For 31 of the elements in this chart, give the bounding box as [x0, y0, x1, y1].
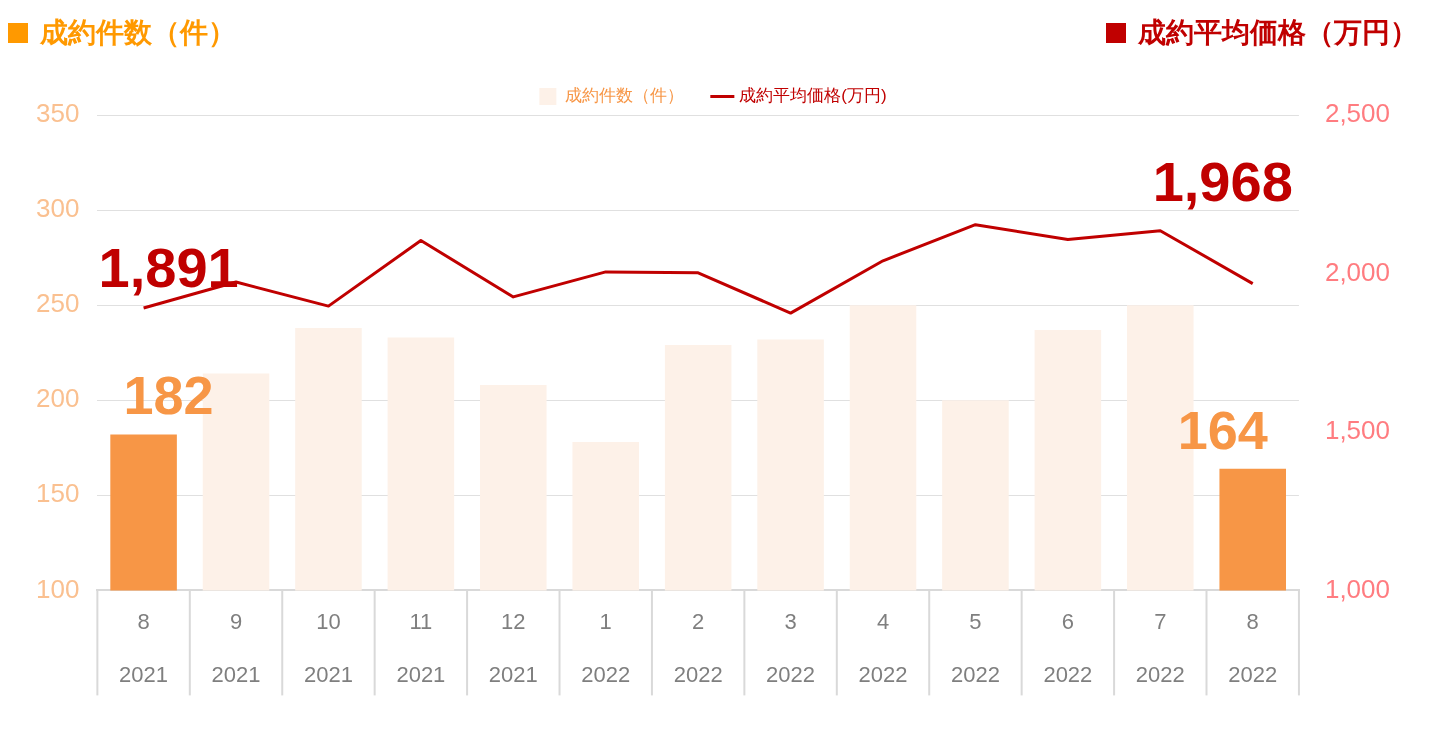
y2-tick-label: 2,000: [1324, 256, 1391, 287]
y-tick-label: 250: [35, 288, 80, 319]
category-label: 9 2021: [211, 608, 261, 687]
y-tick-label: 350: [35, 98, 80, 129]
y-tick-label: 150: [35, 478, 80, 509]
y-tick-label: 300: [35, 193, 80, 224]
category-label: 7 2022: [1135, 608, 1185, 687]
legend-label: 成約平均価格(万円): [739, 86, 887, 106]
y2-tick-label: 1,000: [1324, 573, 1391, 604]
category-label: 6 2022: [1043, 608, 1093, 687]
legend-label: 成約件数（件）: [564, 86, 684, 106]
y2-tick-label: 2,500: [1324, 98, 1391, 129]
y-tick-label: 100: [35, 573, 80, 604]
category-label: 10 2021: [303, 608, 353, 687]
data-label: 182: [123, 365, 214, 426]
data-label: 164: [1177, 399, 1268, 460]
category-label: 5 2022: [950, 608, 1000, 687]
data-label: 1,891: [98, 236, 239, 300]
y2-axis-title: 成約平均価格（万円）: [1138, 16, 1418, 50]
category-label: 8 2022: [1228, 608, 1278, 687]
category-label: 4 2022: [858, 608, 908, 687]
category-label: 1 2022: [581, 608, 631, 687]
data-label: 1,968: [1152, 150, 1293, 214]
category-label: 8 2021: [119, 608, 169, 687]
category-label: 2 2022: [673, 608, 723, 687]
y-axis-title: 成約件数（件）: [40, 16, 236, 50]
y2-tick-label: 1,500: [1324, 415, 1391, 446]
category-label: 11 2021: [396, 608, 446, 687]
y-tick-label: 200: [35, 383, 80, 414]
category-label: 12 2021: [488, 608, 538, 687]
category-label: 3 2022: [766, 608, 816, 687]
